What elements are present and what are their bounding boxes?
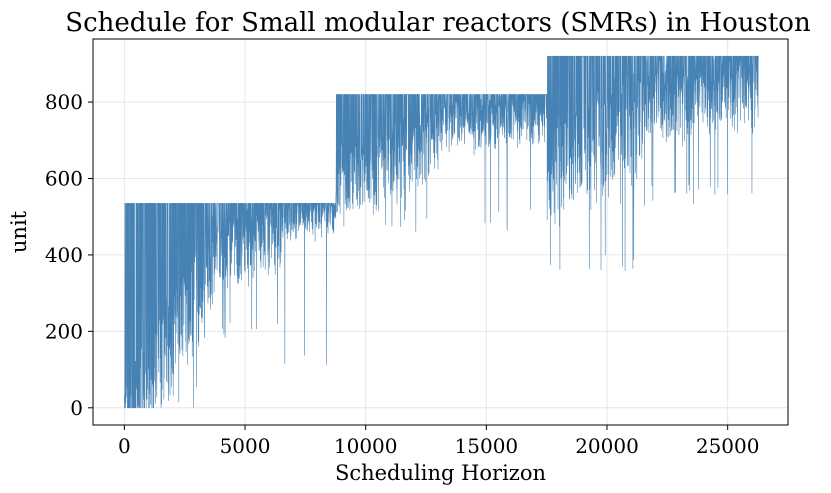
y-tick-label: 0 bbox=[70, 396, 83, 420]
y-tick-label: 200 bbox=[45, 319, 83, 343]
y-tick-label: 600 bbox=[45, 166, 83, 190]
y-tick-label: 400 bbox=[45, 243, 83, 267]
y-ticks: 0 200 400 600 800 bbox=[45, 90, 93, 420]
x-tick-label: 5000 bbox=[220, 434, 271, 458]
chart-title: Schedule for Small modular reactors (SMR… bbox=[65, 8, 811, 38]
plot-frame bbox=[92, 38, 789, 426]
x-tick-label: 15000 bbox=[455, 434, 519, 458]
y-axis-title: unit bbox=[7, 210, 31, 253]
x-tick-label: 20000 bbox=[575, 434, 639, 458]
y-tick-label: 800 bbox=[45, 90, 83, 114]
x-axis-title: Scheduling Horizon bbox=[335, 461, 546, 485]
x-tick-label: 0 bbox=[118, 434, 131, 458]
x-tick-label: 10000 bbox=[334, 434, 398, 458]
series-layer bbox=[124, 55, 759, 409]
series-line bbox=[124, 55, 759, 409]
x-tick-label: 25000 bbox=[696, 434, 760, 458]
x-ticks: 0 5000 10000 15000 20000 25000 bbox=[118, 425, 759, 458]
